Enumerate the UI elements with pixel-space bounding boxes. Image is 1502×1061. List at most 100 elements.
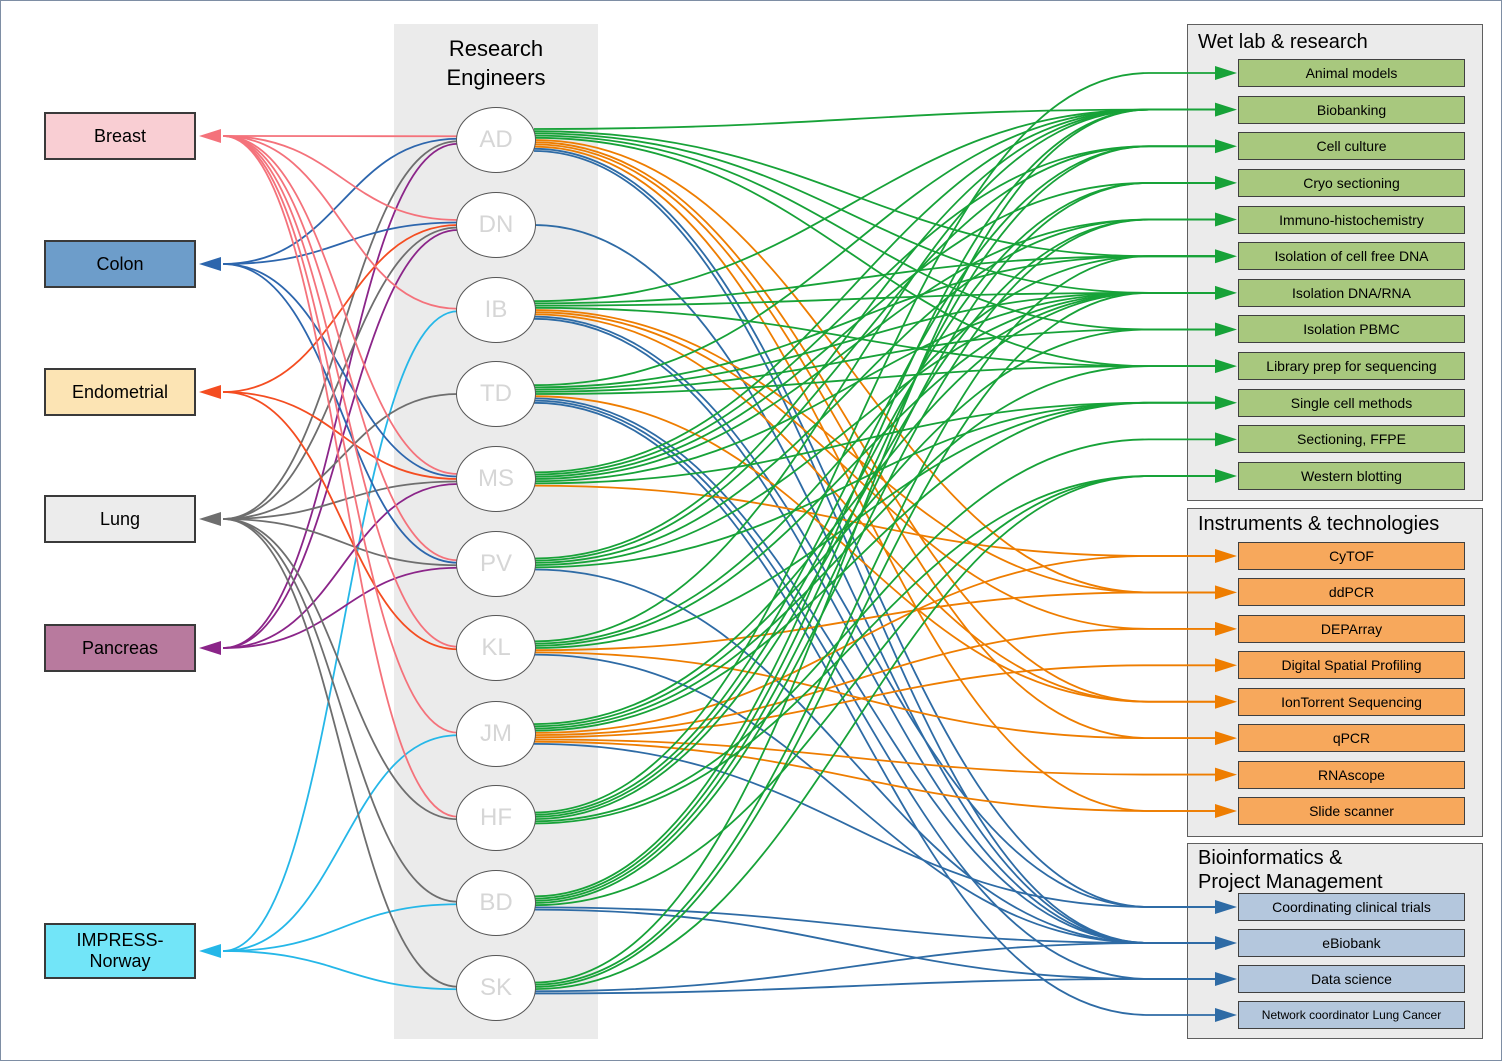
edge-JM-library-prep: [533, 365, 1217, 730]
skill-item-animal-models: Animal models: [1238, 59, 1465, 87]
edge-IB-breast: [222, 135, 459, 310]
edge-BD-cell-culture: [533, 145, 1217, 900]
edge-JM-isolation-dna-rna: [533, 291, 1217, 725]
arrowhead-rnascope: [1215, 767, 1237, 782]
edge-IB-ebiobank: [533, 317, 1217, 944]
skill-item-slide-scanner: Slide scanner: [1238, 797, 1465, 825]
edge-HF-western-blotting: [533, 475, 1217, 825]
arrowhead-isolation-pbmc: [1215, 322, 1237, 337]
edge-JM-rnascope: [533, 738, 1217, 776]
arrowhead-coordinating-trials: [1215, 900, 1237, 914]
section-title-bioinformatics: Bioinformatics & Project Management: [1198, 847, 1383, 893]
edge-IB-library-prep: [533, 306, 1217, 368]
engineer-node-IB: IB: [456, 277, 536, 343]
skill-item-dsp: Digital Spatial Profiling: [1238, 651, 1465, 680]
edge-JM-breast: [222, 135, 459, 734]
engineer-node-AD: AD: [456, 107, 536, 173]
edge-TD-lung: [222, 393, 459, 520]
edge-SK-isolation-cfdna: [533, 255, 1217, 986]
edge-AD-slide-scanner: [533, 145, 1217, 812]
edge-SK-biobanking: [533, 108, 1217, 984]
arrowhead-western-blotting: [1215, 469, 1237, 484]
edge-IB-isolation-cfdna: [533, 255, 1217, 305]
skill-item-single-cell: Single cell methods: [1238, 388, 1465, 417]
skill-item-isolation-dna-rna: Isolation DNA/RNA: [1238, 278, 1465, 307]
skill-item-library-prep: Library prep for sequencing: [1238, 352, 1465, 381]
edge-MS-colon: [222, 263, 459, 478]
skill-item-biobanking: Biobanking: [1238, 95, 1465, 124]
engineer-node-DN: DN: [456, 192, 536, 258]
edge-HF-cryo-sectioning: [533, 182, 1217, 818]
edge-JM-single-cell: [533, 401, 1217, 732]
skill-item-coordinating-trials: Coordinating clinical trials: [1238, 893, 1465, 921]
edge-BD-lung: [222, 518, 459, 903]
arrowhead-cryo-sectioning: [1215, 175, 1237, 190]
arrowhead-biobanking: [1215, 102, 1237, 117]
edge-JM-dsp: [533, 664, 1217, 739]
arrowhead-sectioning-ffpe: [1215, 432, 1237, 447]
skill-item-iontorrent: IonTorrent Sequencing: [1238, 687, 1465, 716]
edge-KL-isolation-dna-rna: [533, 291, 1217, 647]
edge-KL-breast: [222, 135, 459, 648]
arrowhead-impress: [199, 944, 221, 958]
arrowhead-data-science: [1215, 972, 1237, 986]
edge-AD-isolation-cfdna: [533, 130, 1217, 258]
skill-item-isolation-cfdna: Isolation of cell free DNA: [1238, 242, 1465, 271]
edge-AD-ddpcr: [533, 139, 1217, 594]
engineer-node-HF: HF: [456, 785, 536, 851]
edge-DN-pancreas: [222, 229, 459, 649]
edge-MS-breast: [222, 135, 459, 475]
edge-TD-isolation-dna-rna: [533, 291, 1217, 391]
edge-IB-isolation-dna-rna: [533, 291, 1217, 307]
edge-TD-library-prep: [533, 365, 1217, 395]
engineer-node-TD: TD: [456, 361, 536, 427]
edge-JM-isolation-pbmc: [533, 328, 1217, 728]
edge-BD-impress: [222, 903, 459, 952]
edge-IB-impress: [222, 310, 459, 952]
engineer-node-KL: KL: [456, 615, 536, 681]
skill-item-rnascope: RNAscope: [1238, 760, 1465, 789]
edge-SK-lung: [222, 518, 459, 988]
edge-TD-data-science: [533, 399, 1217, 980]
skill-item-data-science: Data science: [1238, 965, 1465, 993]
edge-HF-breast: [222, 135, 459, 818]
skill-item-immuno-histochemistry: Immuno-histochemistry: [1238, 205, 1465, 234]
section-title-instruments: Instruments & technologies: [1198, 513, 1440, 535]
edge-AD-isolation-dna-rna: [533, 132, 1217, 294]
edge-PV-breast: [222, 135, 459, 562]
edge-AD-library-prep: [533, 136, 1217, 368]
edge-KL-single-cell: [533, 401, 1217, 649]
cancer-node-lung: Lung: [44, 495, 196, 543]
skill-item-sectioning-ffpe: Sectioning, FFPE: [1238, 425, 1465, 454]
edge-KL-qpcr: [533, 651, 1217, 740]
arrowhead-animal-models: [1215, 66, 1237, 80]
edge-IB-deparray: [533, 311, 1217, 630]
arrowhead-isolation-dna-rna: [1215, 285, 1237, 300]
edge-SK-data-science: [533, 978, 1217, 995]
edge-IB-biobanking: [533, 108, 1217, 303]
cancer-node-endometrial: Endometrial: [44, 368, 196, 416]
edge-BD-ebiobank: [533, 906, 1217, 944]
edge-KL-isolation-cfdna: [533, 255, 1217, 645]
edge-SK-impress: [222, 950, 459, 991]
edge-TD-ebiobank: [533, 397, 1217, 944]
arrowhead-network-coordinator: [1215, 1008, 1237, 1022]
edge-AD-coordinating-trials: [533, 147, 1217, 908]
arrowhead-iontorrent: [1215, 694, 1237, 709]
edge-BD-immuno-histochemistry: [533, 218, 1217, 904]
edge-BD-data-science: [533, 908, 1217, 980]
arrowhead-breast: [199, 129, 221, 143]
edge-BD-biobanking: [533, 108, 1217, 898]
skill-item-ddpcr: ddPCR: [1238, 578, 1465, 607]
edge-DN-lung: [222, 226, 459, 520]
edge-AD-isolation-pbmc: [533, 134, 1217, 331]
edge-PV-lung: [222, 518, 459, 567]
arrowhead-cytof: [1215, 549, 1237, 563]
edge-JM-coordinating-trials: [533, 743, 1217, 908]
cancer-node-impress: IMPRESS- Norway: [44, 923, 196, 979]
edge-DN-endometrial: [222, 224, 459, 393]
edge-BD-western-blotting: [533, 475, 1217, 907]
edge-AD-colon: [222, 137, 459, 265]
edge-PV-cell-culture: [533, 145, 1217, 562]
